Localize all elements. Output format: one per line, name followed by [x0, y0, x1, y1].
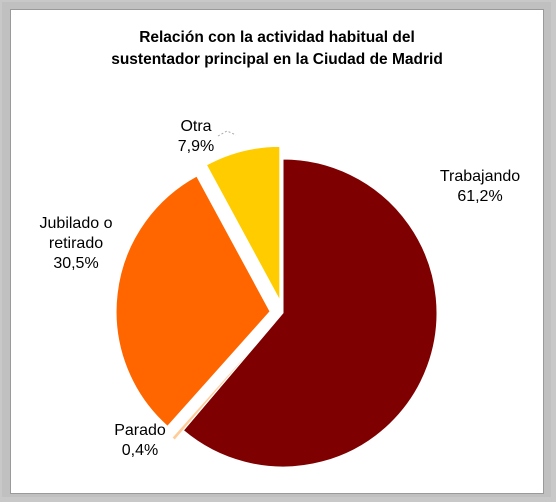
slice-value-label: 61,2% [457, 188, 502, 205]
leader-line [217, 130, 237, 137]
slice-category-label: Trabajando [440, 168, 520, 185]
slice-value-label: 0,4% [122, 442, 158, 459]
slice-category-label: Parado [114, 422, 166, 439]
slice-label-jubilado-o-retirado: Jubilado o retirado 30,5% [40, 215, 113, 272]
pie-slice-parado [171, 322, 275, 441]
slice-label-trabajando: Trabajando 61,2% [440, 168, 520, 205]
pie-chart: Trabajando 61,2% Parado 0,4% Jubilado o retir… [40, 118, 520, 468]
chart-frame: Relación con la actividad habitual del s… [2, 2, 551, 497]
chart-area: Relación con la actividad habitual del s… [10, 9, 544, 494]
slice-value-label: 30,5% [53, 255, 98, 272]
slice-label-otra: Otra 7,9% [178, 118, 214, 155]
slice-category-label: Jubilado o [40, 215, 113, 232]
chart-title-line-1: Relación con la actividad habitual del [139, 29, 415, 46]
pie-slice-jubilado-o-retirado [115, 175, 271, 428]
slice-value-label: 7,9% [178, 138, 214, 155]
slice-category-label: retirado [49, 235, 103, 252]
chart-title-line-2: sustentador principal en la Ciudad de Ma… [111, 51, 443, 68]
pie-slice-otra [205, 145, 281, 301]
slice-label-parado: Parado 0,4% [114, 422, 166, 459]
slice-category-label: Otra [180, 118, 211, 135]
pie-slice-trabajando [182, 158, 438, 468]
chart-title: Relación con la actividad habitual del s… [11, 27, 543, 71]
